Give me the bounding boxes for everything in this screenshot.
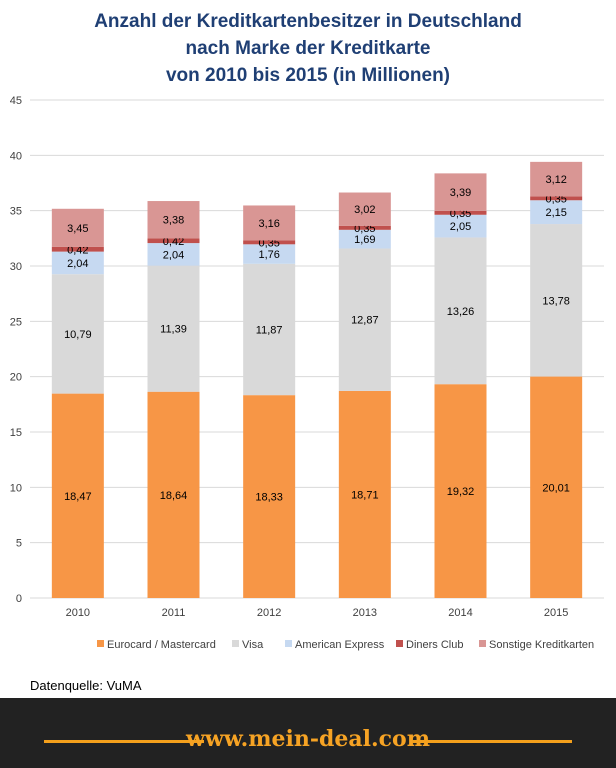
- data-label: 3,45: [67, 223, 88, 235]
- bar-segment: [147, 391, 200, 598]
- footer-url[interactable]: www.mein-deal.com: [185, 726, 431, 752]
- legend-label: Eurocard / Mastercard: [107, 639, 216, 651]
- bar-segment: [530, 376, 583, 598]
- data-label: 18,71: [351, 489, 379, 501]
- data-label: 18,47: [64, 491, 92, 503]
- legend-swatch: [285, 640, 292, 647]
- bar-segment: [338, 248, 391, 391]
- data-label: 0,42: [163, 236, 184, 248]
- data-label: 10,79: [64, 329, 92, 341]
- title-line-1: Anzahl der Kreditkartenbesitzer in Deuts…: [94, 11, 522, 32]
- y-tick-label: 20: [10, 372, 22, 384]
- bar-segment: [338, 390, 391, 598]
- bar-segment: [434, 210, 487, 215]
- y-tick-label: 10: [10, 482, 22, 494]
- legend-label: Visa: [242, 639, 264, 651]
- bar-segment: [51, 251, 104, 275]
- data-label: 2,04: [67, 258, 88, 270]
- x-tick-label: 2012: [257, 607, 281, 619]
- bar-segment: [243, 395, 296, 598]
- data-label: 13,78: [542, 295, 570, 307]
- chart-title: Anzahl der Kreditkartenbesitzer in Deuts…: [0, 8, 616, 89]
- y-tick-label: 25: [10, 316, 22, 328]
- legend-swatch: [232, 640, 239, 647]
- data-label: 3,38: [163, 215, 184, 227]
- bar-segment: [434, 384, 487, 598]
- x-tick-label: 2015: [544, 607, 568, 619]
- y-tick-label: 40: [10, 150, 22, 162]
- bar-segment: [530, 200, 583, 225]
- stacked-bar-chart: 05101520253035404518,4710,792,040,423,45…: [10, 95, 604, 651]
- title-line-3: von 2010 bis 2015 (in Millionen): [165, 65, 451, 86]
- bar-segment: [530, 161, 583, 197]
- data-label: 2,04: [163, 249, 184, 261]
- legend-swatch: [479, 640, 486, 647]
- data-label: 2,05: [450, 221, 471, 233]
- y-tick-label: 30: [10, 261, 22, 273]
- bar-segment: [243, 240, 296, 245]
- data-label: 1,76: [258, 249, 279, 261]
- y-tick-label: 0: [16, 593, 22, 605]
- data-label: 12,87: [351, 315, 379, 327]
- bar-segment: [147, 243, 200, 266]
- data-label: 18,64: [160, 490, 188, 502]
- data-label: 3,39: [450, 187, 471, 199]
- footer-line-right: [412, 740, 572, 743]
- x-tick-label: 2013: [353, 607, 377, 619]
- y-tick-label: 5: [16, 538, 22, 550]
- legend-label: Diners Club: [406, 639, 463, 651]
- bar-segment: [51, 274, 104, 394]
- data-label: 18,33: [255, 492, 283, 504]
- data-label: 3,16: [258, 218, 279, 230]
- x-tick-label: 2014: [448, 607, 472, 619]
- title-line-2: nach Marke der Kreditkarte: [185, 38, 431, 59]
- y-tick-label: 45: [10, 95, 22, 107]
- bar-segment: [338, 225, 391, 230]
- source-label: Datenquelle: VuMA: [30, 678, 142, 693]
- bar-segment: [530, 196, 583, 201]
- bar-segment: [243, 244, 296, 264]
- legend-swatch: [396, 640, 403, 647]
- bar-segment: [51, 208, 104, 247]
- bar-segment: [147, 238, 200, 244]
- data-label: 2,15: [545, 207, 566, 219]
- bar-segment: [51, 393, 104, 598]
- data-label: 19,32: [447, 486, 475, 498]
- footer-banner: www.mein-deal.com: [0, 698, 616, 768]
- data-label: 11,39: [160, 324, 187, 336]
- data-label: 20,01: [542, 482, 570, 494]
- data-label: 1,69: [354, 234, 375, 246]
- data-label: 13,26: [447, 306, 475, 318]
- bar-segment: [530, 224, 583, 377]
- bar-segment: [147, 201, 200, 239]
- data-label: 3,12: [545, 174, 566, 186]
- bar-segment: [51, 246, 104, 252]
- bar-segment: [243, 205, 296, 241]
- bar-segment: [243, 263, 296, 396]
- bar-segment: [147, 265, 200, 392]
- bar-segment: [338, 229, 391, 249]
- legend-label: Sonstige Kreditkarten: [489, 639, 594, 651]
- x-tick-label: 2011: [162, 607, 186, 619]
- y-tick-label: 35: [10, 206, 22, 218]
- bar-segment: [434, 173, 487, 211]
- legend-swatch: [97, 640, 104, 647]
- x-tick-label: 2010: [66, 607, 90, 619]
- bar-segment: [434, 214, 487, 238]
- footer-line-left: [44, 740, 204, 743]
- legend-label: American Express: [295, 639, 385, 651]
- y-tick-label: 15: [10, 427, 22, 439]
- data-label: 11,87: [256, 324, 283, 336]
- bar-segment: [338, 192, 391, 226]
- data-label: 3,02: [354, 204, 375, 216]
- bar-segment: [434, 237, 487, 385]
- data-label: 0,42: [67, 244, 88, 256]
